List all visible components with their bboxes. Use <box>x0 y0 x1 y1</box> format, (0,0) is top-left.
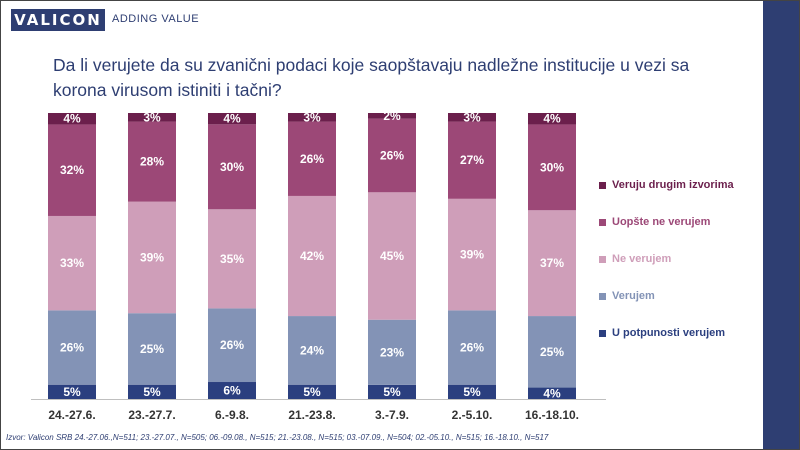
data-label: 6% <box>223 384 241 398</box>
x-tick-label: 3.-7.9. <box>375 408 409 422</box>
data-label: 4% <box>223 112 241 126</box>
legend-label: Veruju drugim izvorima <box>612 179 734 191</box>
stacked-bar-chart: 5% 26% 33% 32% 4% 24.-27.6. 5% 25% 39% 28% 3% 23.-2… <box>31 109 606 422</box>
x-tick-label: 6.-9.8. <box>215 408 249 422</box>
data-label: 4% <box>543 386 561 400</box>
bar-segment <box>128 113 176 122</box>
x-tick-label: 21.-23.8. <box>288 408 335 422</box>
data-label: 24% <box>300 343 324 357</box>
data-label: 3% <box>143 110 161 124</box>
bar-segment <box>368 319 416 385</box>
legend-swatch <box>599 181 606 189</box>
tagline: ADDING VALUE <box>112 13 200 25</box>
legend-item: Veruju drugim izvorima <box>599 179 734 191</box>
data-label: 26% <box>220 338 244 352</box>
bar-segment <box>208 209 256 309</box>
bar-segment <box>48 215 96 311</box>
bar-segment <box>448 198 496 311</box>
bar-segment <box>288 316 336 385</box>
bar-segment <box>528 387 576 399</box>
bar-segment <box>448 310 496 385</box>
legend-item: Ne verujem <box>599 253 671 265</box>
data-label: 25% <box>140 342 164 356</box>
bar-segment <box>448 113 496 122</box>
bar-segment <box>368 118 416 193</box>
data-label: 30% <box>540 160 564 174</box>
bar-segment <box>208 124 256 210</box>
brand-sidebar <box>763 1 799 449</box>
bar-segment <box>368 113 416 119</box>
data-label: 33% <box>60 256 84 270</box>
data-label: 37% <box>540 256 564 270</box>
bar-segment <box>208 113 256 125</box>
data-label: 5% <box>63 385 81 399</box>
bar-segment <box>208 382 256 399</box>
bar-segment <box>288 384 336 399</box>
legend-label: Ne verujem <box>612 253 672 265</box>
source-note: Izvor: Valicon SRB 24.-27.06.,N=511; 23.… <box>6 433 549 442</box>
bar-segment <box>528 124 576 211</box>
x-tick-label: 2.-5.10. <box>452 408 493 422</box>
bar-segment <box>528 316 576 388</box>
data-label: 28% <box>140 155 164 169</box>
data-label: 26% <box>380 148 404 162</box>
bar-segment <box>128 384 176 399</box>
data-label: 2% <box>383 109 401 123</box>
bar-segment <box>448 121 496 199</box>
data-label: 5% <box>383 385 401 399</box>
data-label: 30% <box>220 160 244 174</box>
bar-segment <box>528 210 576 317</box>
data-label: 35% <box>220 252 244 266</box>
bar-segment <box>288 113 336 122</box>
valicon-logo: VALICON <box>11 9 105 31</box>
bar-segment <box>48 310 96 385</box>
legend-label: Uopšte ne verujem <box>612 216 711 228</box>
chart-title: Da li verujete da su zvanični podaci koj… <box>53 55 690 100</box>
x-tick-label: 23.-27.7. <box>128 408 175 422</box>
data-label: 3% <box>303 110 321 124</box>
bar-segment <box>128 313 176 385</box>
legend-swatch <box>599 292 606 300</box>
data-label: 26% <box>460 341 484 355</box>
legend-swatch <box>599 329 606 337</box>
bar-segment <box>448 384 496 399</box>
legend-item: U potpunosti verujem <box>599 327 725 339</box>
bar-segment <box>528 113 576 125</box>
data-label: 4% <box>63 112 81 126</box>
bar-segment <box>48 124 96 216</box>
data-label: 25% <box>540 345 564 359</box>
bar-segment <box>368 192 416 320</box>
data-label: 5% <box>303 385 321 399</box>
bar-segment <box>368 384 416 399</box>
bar-segment <box>128 201 176 314</box>
data-label: 39% <box>460 248 484 262</box>
legend-item: Uopšte ne verujem <box>599 216 710 228</box>
bar-segment <box>128 121 176 202</box>
data-label: 5% <box>463 385 481 399</box>
bar-segment <box>48 384 96 399</box>
data-label: 39% <box>140 250 164 264</box>
data-label: 26% <box>60 341 84 355</box>
legend-label: U potpunosti verujem <box>612 327 726 339</box>
x-tick-label: 24.-27.6. <box>48 408 95 422</box>
data-label: 32% <box>60 163 84 177</box>
data-label: 4% <box>543 112 561 126</box>
bar-segment <box>48 113 96 125</box>
data-label: 3% <box>463 110 481 124</box>
x-tick-label: 16.-18.10. <box>525 408 579 422</box>
bar-segment <box>208 308 256 383</box>
legend-swatch <box>599 255 606 263</box>
data-label: 5% <box>143 385 161 399</box>
data-label: 42% <box>300 249 324 263</box>
data-label: 27% <box>460 153 484 167</box>
data-label: 45% <box>380 249 404 263</box>
legend-item: Verujem <box>599 290 655 302</box>
legend-swatch <box>599 218 606 226</box>
data-label: 23% <box>380 345 404 359</box>
bar-segment <box>288 195 336 317</box>
bar-segment <box>288 121 336 196</box>
legend-label: Verujem <box>612 290 655 302</box>
data-label: 26% <box>300 152 324 166</box>
